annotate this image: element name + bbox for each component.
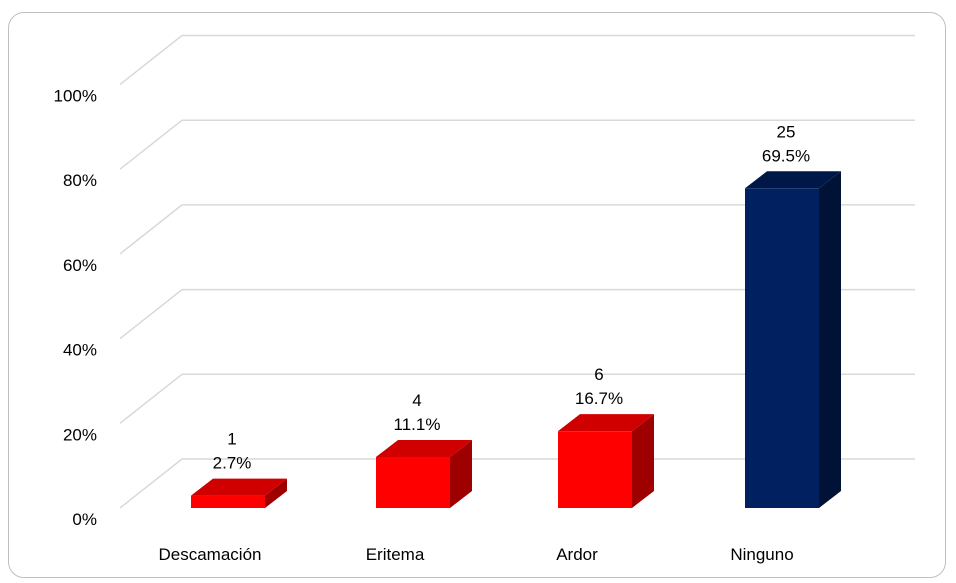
data-label-percent: 2.7% bbox=[213, 454, 252, 473]
bar bbox=[558, 414, 654, 508]
bar-front bbox=[376, 456, 450, 508]
y-tick-label: 80% bbox=[63, 171, 97, 190]
data-label-count: 1 bbox=[227, 430, 236, 449]
data-labels: 1 2.7% 4 11.1% 6 16.7% 25 69.5% bbox=[213, 122, 810, 472]
data-label-percent: 16.7% bbox=[575, 389, 623, 408]
bar-front bbox=[191, 495, 265, 508]
gridline-side bbox=[119, 458, 183, 509]
bar-top bbox=[191, 478, 287, 496]
bar-front bbox=[558, 431, 632, 508]
gridline-side bbox=[119, 289, 183, 340]
gridline-side bbox=[119, 119, 183, 170]
y-axis-ticks: 0% 20% 40% 60% 80% 100% bbox=[54, 87, 97, 530]
bar-side bbox=[450, 439, 472, 508]
bar bbox=[745, 171, 841, 509]
bar-side bbox=[819, 171, 841, 509]
bar-top bbox=[745, 171, 841, 189]
y-tick-label: 100% bbox=[54, 87, 97, 106]
x-axis-categories: Descamación Eritema Ardor Ninguno bbox=[159, 545, 794, 564]
y-tick-label: 40% bbox=[63, 341, 97, 360]
bar-side bbox=[265, 478, 287, 508]
gridline-side bbox=[119, 34, 183, 86]
y-tick-label: 20% bbox=[63, 425, 97, 444]
gridline-side bbox=[119, 204, 183, 255]
x-category-label: Ninguno bbox=[730, 545, 793, 564]
bar-top bbox=[376, 439, 472, 457]
y-tick-label: 0% bbox=[72, 510, 97, 529]
data-label-count: 4 bbox=[412, 391, 421, 410]
bars bbox=[191, 171, 841, 509]
x-category-label: Ardor bbox=[556, 545, 598, 564]
x-category-label: Eritema bbox=[366, 545, 425, 564]
bar-front bbox=[745, 188, 819, 509]
bar-top bbox=[558, 414, 654, 432]
gridline-side bbox=[119, 373, 183, 424]
bar-side bbox=[632, 414, 654, 508]
data-label-percent: 11.1% bbox=[394, 415, 441, 434]
data-label-count: 25 bbox=[777, 122, 796, 141]
x-category-label: Descamación bbox=[159, 545, 262, 564]
data-label-count: 6 bbox=[594, 365, 603, 384]
y-tick-label: 60% bbox=[63, 256, 97, 275]
bar bbox=[376, 439, 472, 508]
bar bbox=[191, 478, 287, 508]
data-label-percent: 69.5% bbox=[762, 146, 810, 165]
